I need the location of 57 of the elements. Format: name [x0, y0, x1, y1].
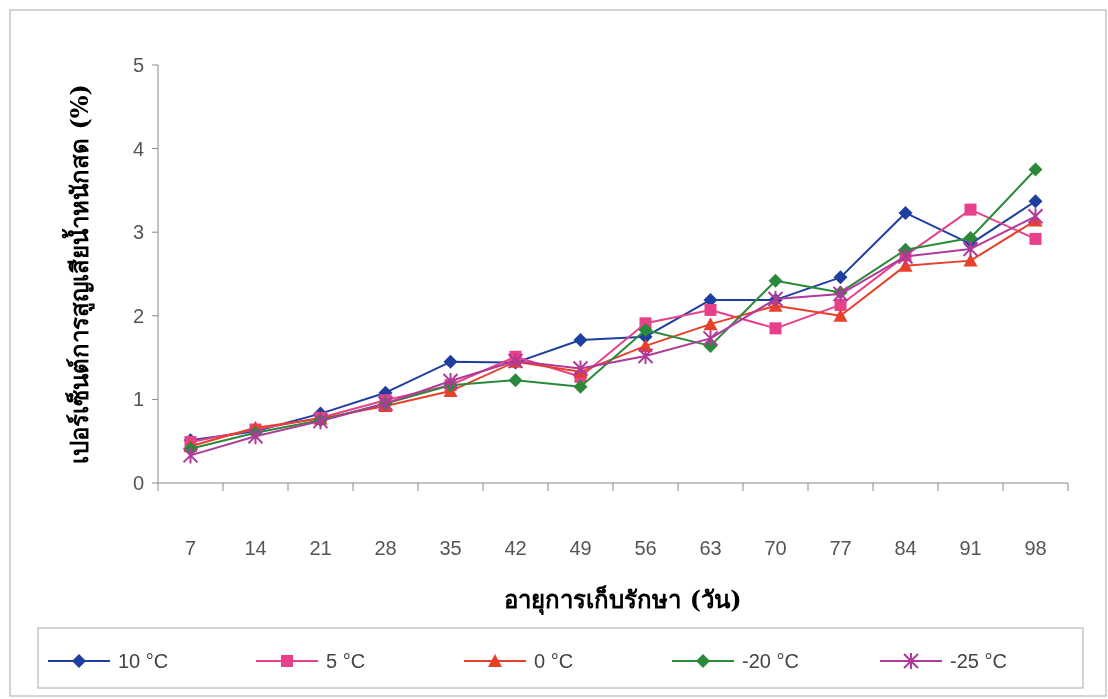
x-tick-label: 56	[634, 537, 657, 559]
y-tick-label: 1	[132, 388, 144, 411]
y-tick-label: 4	[132, 137, 144, 160]
point	[1028, 162, 1043, 177]
point	[572, 359, 589, 378]
point	[638, 323, 653, 338]
y-tick-label: 5	[132, 54, 144, 76]
y-tick-label: 3	[132, 221, 144, 244]
point	[898, 258, 913, 272]
legend-label: -20 °C	[742, 650, 799, 672]
point	[964, 203, 977, 216]
point	[442, 372, 459, 391]
x-tick-label: 70	[764, 537, 787, 559]
point	[573, 333, 588, 348]
legend-label: -25 °C	[950, 650, 1007, 672]
legend-label: 5 °C	[326, 650, 366, 672]
x-tick-label: 14	[244, 537, 267, 559]
point	[963, 231, 978, 246]
point	[769, 322, 782, 335]
x-tick-label: 49	[569, 537, 592, 559]
y-axis-title: เปอร์เซ็นต์การสูญเสียน้ำหนักสด (%)	[61, 84, 95, 464]
y-tick-label: 0	[132, 472, 144, 494]
point	[898, 205, 913, 220]
point	[962, 239, 979, 258]
y-tick-label: 2	[132, 304, 144, 327]
point	[832, 285, 849, 304]
x-tick-label: 84	[894, 537, 917, 559]
point	[702, 329, 719, 348]
legend-label: 0 °C	[534, 650, 574, 672]
x-tick-label: 35	[439, 537, 462, 559]
point	[1027, 207, 1044, 226]
point	[508, 373, 523, 388]
point	[1029, 232, 1042, 245]
point	[443, 354, 458, 369]
x-axis-title: อายุการเก็บรักษา (วัน)	[504, 585, 742, 616]
x-tick-label: 28	[374, 537, 397, 559]
point	[833, 270, 848, 285]
point	[703, 317, 718, 331]
point	[768, 273, 783, 288]
x-tick-label: 63	[699, 537, 722, 559]
x-tick-label: 7	[184, 537, 197, 559]
point	[704, 303, 717, 316]
point	[834, 298, 847, 311]
point	[897, 247, 914, 266]
x-tick-label: 91	[959, 537, 982, 559]
point	[833, 308, 848, 322]
x-tick-label: 77	[829, 537, 852, 559]
point	[247, 427, 264, 446]
point	[182, 446, 199, 465]
x-tick-label: 21	[309, 537, 332, 559]
point	[573, 379, 588, 394]
point	[963, 253, 978, 267]
point	[1028, 194, 1043, 209]
x-tick-label: 42	[504, 537, 527, 559]
legend-label: 10 °C	[118, 650, 169, 672]
point	[637, 346, 654, 365]
x-tick-label: 98	[1024, 537, 1047, 559]
